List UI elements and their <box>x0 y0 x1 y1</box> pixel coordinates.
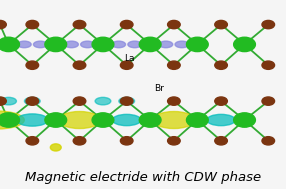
Circle shape <box>92 37 114 52</box>
Ellipse shape <box>17 114 48 126</box>
Circle shape <box>186 37 208 52</box>
Ellipse shape <box>175 41 189 48</box>
Circle shape <box>215 20 227 29</box>
Circle shape <box>0 37 19 52</box>
Ellipse shape <box>33 41 47 48</box>
Circle shape <box>215 137 227 145</box>
Ellipse shape <box>17 41 31 48</box>
Circle shape <box>0 20 6 29</box>
Circle shape <box>26 61 39 69</box>
Circle shape <box>215 97 227 105</box>
Circle shape <box>120 97 133 105</box>
Ellipse shape <box>0 111 24 129</box>
Circle shape <box>168 97 180 105</box>
Ellipse shape <box>95 97 111 105</box>
Circle shape <box>45 113 67 127</box>
Ellipse shape <box>50 144 61 151</box>
Circle shape <box>234 37 255 52</box>
Circle shape <box>215 61 227 69</box>
Ellipse shape <box>1 97 17 105</box>
Text: Magnetic electride with CDW phase: Magnetic electride with CDW phase <box>25 171 261 184</box>
Circle shape <box>73 137 86 145</box>
Ellipse shape <box>153 112 194 129</box>
Circle shape <box>0 113 19 127</box>
Circle shape <box>120 137 133 145</box>
Circle shape <box>120 61 133 69</box>
Circle shape <box>26 97 39 105</box>
Circle shape <box>26 137 39 145</box>
Circle shape <box>73 61 86 69</box>
Ellipse shape <box>207 114 235 126</box>
Ellipse shape <box>59 112 100 129</box>
Circle shape <box>139 37 161 52</box>
Ellipse shape <box>159 41 173 48</box>
Circle shape <box>168 137 180 145</box>
Ellipse shape <box>24 97 40 105</box>
Circle shape <box>168 20 180 29</box>
Circle shape <box>73 20 86 29</box>
Circle shape <box>0 97 6 105</box>
Ellipse shape <box>112 114 141 126</box>
Circle shape <box>73 97 86 105</box>
Ellipse shape <box>128 41 142 48</box>
Circle shape <box>186 113 208 127</box>
Circle shape <box>120 20 133 29</box>
Circle shape <box>262 97 275 105</box>
Circle shape <box>262 20 275 29</box>
Circle shape <box>262 137 275 145</box>
Circle shape <box>168 61 180 69</box>
Circle shape <box>26 20 39 29</box>
Circle shape <box>139 113 161 127</box>
Text: Br: Br <box>154 84 164 93</box>
Ellipse shape <box>119 97 135 105</box>
Circle shape <box>234 113 255 127</box>
Circle shape <box>262 61 275 69</box>
Ellipse shape <box>112 41 126 48</box>
Ellipse shape <box>81 41 94 48</box>
Circle shape <box>92 113 114 127</box>
Text: La: La <box>124 54 135 63</box>
Circle shape <box>45 37 67 52</box>
Ellipse shape <box>65 41 78 48</box>
